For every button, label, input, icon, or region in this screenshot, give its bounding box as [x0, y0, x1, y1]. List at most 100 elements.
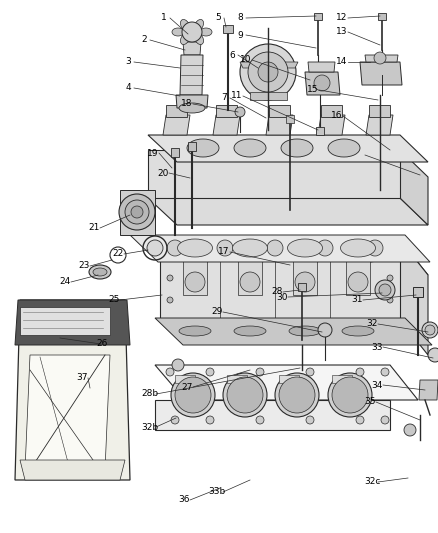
- Ellipse shape: [187, 139, 219, 157]
- Bar: [216, 105, 237, 117]
- Circle shape: [425, 325, 435, 335]
- Text: 4: 4: [125, 84, 131, 93]
- Text: 16: 16: [331, 111, 343, 120]
- Circle shape: [185, 272, 205, 292]
- Ellipse shape: [185, 250, 215, 260]
- Text: 13: 13: [336, 28, 348, 36]
- Ellipse shape: [340, 239, 375, 257]
- Text: 21: 21: [88, 223, 100, 232]
- Polygon shape: [148, 135, 428, 162]
- Circle shape: [119, 194, 155, 230]
- Text: 7: 7: [221, 93, 227, 102]
- Polygon shape: [176, 95, 208, 108]
- Circle shape: [171, 416, 179, 424]
- Circle shape: [240, 44, 296, 100]
- Circle shape: [217, 240, 233, 256]
- Text: 15: 15: [307, 85, 319, 94]
- Circle shape: [256, 368, 264, 376]
- Ellipse shape: [200, 28, 212, 36]
- Circle shape: [356, 416, 364, 424]
- Polygon shape: [365, 55, 398, 62]
- Ellipse shape: [287, 239, 322, 257]
- Circle shape: [279, 377, 315, 413]
- Polygon shape: [400, 240, 428, 355]
- Ellipse shape: [177, 239, 212, 257]
- Ellipse shape: [236, 247, 274, 262]
- Circle shape: [381, 416, 389, 424]
- Bar: [314, 13, 322, 20]
- Text: 1: 1: [161, 13, 167, 22]
- Polygon shape: [360, 62, 402, 85]
- Polygon shape: [148, 150, 400, 198]
- Text: 9: 9: [237, 30, 243, 39]
- Circle shape: [328, 373, 372, 417]
- Text: 8: 8: [237, 13, 243, 22]
- Text: 30: 30: [276, 293, 288, 302]
- Bar: [286, 115, 294, 123]
- Text: 12: 12: [336, 13, 348, 22]
- Text: 26: 26: [96, 340, 108, 349]
- Ellipse shape: [240, 250, 270, 260]
- Circle shape: [275, 373, 319, 417]
- Text: 22: 22: [113, 249, 124, 259]
- Polygon shape: [305, 72, 340, 95]
- Polygon shape: [266, 115, 293, 135]
- Polygon shape: [180, 55, 203, 95]
- Text: 5: 5: [215, 13, 221, 22]
- Circle shape: [317, 240, 333, 256]
- Polygon shape: [120, 190, 155, 235]
- Circle shape: [175, 377, 211, 413]
- Text: 23: 23: [78, 262, 90, 271]
- Bar: [175, 375, 195, 383]
- Circle shape: [167, 240, 183, 256]
- Polygon shape: [366, 115, 393, 135]
- Ellipse shape: [234, 139, 266, 157]
- Circle shape: [374, 52, 386, 64]
- Circle shape: [306, 416, 314, 424]
- Circle shape: [166, 368, 174, 376]
- Bar: [166, 105, 187, 117]
- Ellipse shape: [179, 326, 211, 336]
- Ellipse shape: [89, 265, 111, 279]
- Bar: [279, 375, 299, 383]
- Ellipse shape: [181, 247, 219, 262]
- Polygon shape: [130, 235, 430, 262]
- Polygon shape: [15, 300, 130, 480]
- Bar: [227, 375, 247, 383]
- Circle shape: [240, 272, 260, 292]
- Polygon shape: [163, 115, 190, 135]
- Text: 32: 32: [366, 319, 378, 328]
- Circle shape: [422, 322, 438, 338]
- Ellipse shape: [194, 20, 204, 30]
- Text: 31: 31: [351, 295, 363, 304]
- Circle shape: [404, 424, 416, 436]
- Polygon shape: [15, 300, 130, 345]
- Bar: [183, 255, 207, 295]
- Circle shape: [295, 272, 315, 292]
- Polygon shape: [400, 150, 428, 225]
- Text: 32b: 32b: [141, 423, 159, 432]
- Circle shape: [125, 200, 149, 224]
- Circle shape: [318, 323, 332, 337]
- Text: 24: 24: [60, 278, 71, 287]
- Bar: [188, 142, 196, 151]
- Text: 34: 34: [371, 381, 383, 390]
- Polygon shape: [213, 115, 240, 135]
- Bar: [171, 148, 179, 157]
- Polygon shape: [250, 92, 287, 100]
- Circle shape: [171, 373, 215, 417]
- Text: 3: 3: [125, 58, 131, 67]
- Circle shape: [248, 52, 288, 92]
- Text: 28b: 28b: [141, 390, 159, 399]
- Ellipse shape: [180, 20, 190, 30]
- Ellipse shape: [194, 34, 204, 44]
- Circle shape: [131, 206, 143, 218]
- Ellipse shape: [93, 268, 107, 276]
- Polygon shape: [25, 355, 110, 470]
- Polygon shape: [240, 62, 298, 68]
- Ellipse shape: [289, 326, 321, 336]
- Polygon shape: [155, 365, 418, 400]
- Circle shape: [387, 297, 393, 303]
- Circle shape: [258, 62, 278, 82]
- Circle shape: [256, 416, 264, 424]
